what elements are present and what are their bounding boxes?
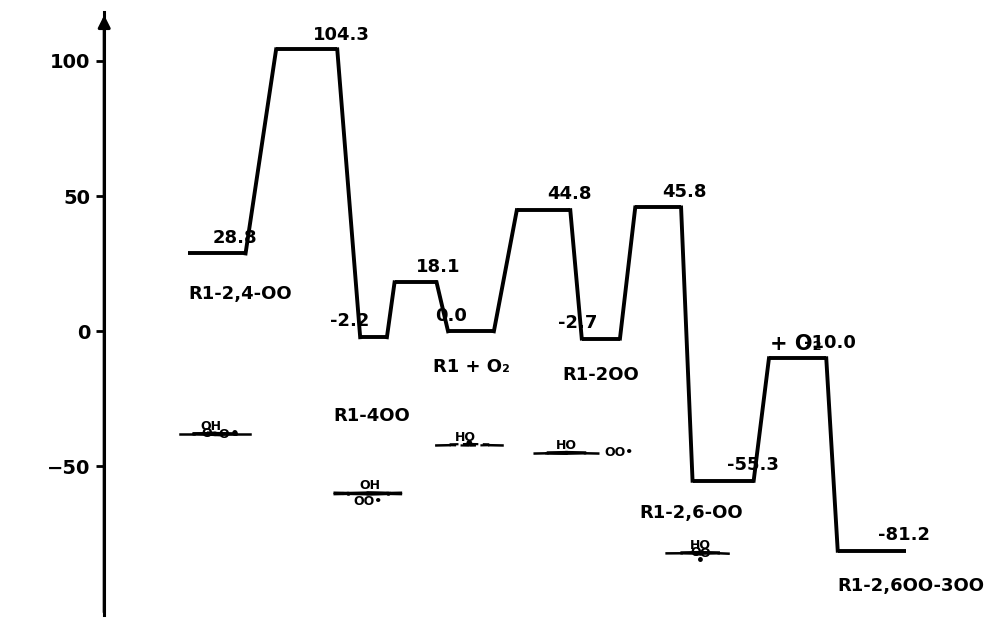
Text: R1-2,4-OO: R1-2,4-OO [188,285,292,304]
Text: O: O [218,428,229,441]
Text: •: • [696,554,705,568]
Text: •: • [464,436,475,454]
Text: OO•: OO• [605,446,634,459]
Text: OH: OH [360,479,381,492]
Text: R1-4OO: R1-4OO [333,407,410,425]
Text: R1-2,6-OO: R1-2,6-OO [639,504,743,522]
Text: + O₂: + O₂ [770,334,822,354]
Text: R1 + O₂: R1 + O₂ [433,358,509,376]
Text: HO: HO [556,439,577,452]
Text: HO: HO [455,430,476,443]
Text: •: • [230,427,239,442]
Text: 28.8: 28.8 [213,229,258,247]
Text: -2.2: -2.2 [330,312,370,330]
Text: 18.1: 18.1 [416,258,460,276]
Text: OH: OH [201,420,222,433]
Text: R1-2OO: R1-2OO [562,366,639,384]
Text: 44.8: 44.8 [547,185,592,203]
Text: O: O [691,546,701,559]
Text: 104.3: 104.3 [313,26,370,44]
Text: O: O [699,547,710,560]
Text: -55.3: -55.3 [727,456,779,474]
Text: -81.2: -81.2 [878,526,930,544]
Text: -10.0: -10.0 [804,333,856,351]
Text: O: O [201,427,212,440]
Text: 45.8: 45.8 [662,183,706,201]
Text: R1-2,6OO-3OO: R1-2,6OO-3OO [838,577,985,595]
Text: 0.0: 0.0 [435,307,467,325]
Text: OO•: OO• [353,494,382,508]
Text: HO: HO [690,539,711,552]
Text: -2.7: -2.7 [558,314,597,332]
